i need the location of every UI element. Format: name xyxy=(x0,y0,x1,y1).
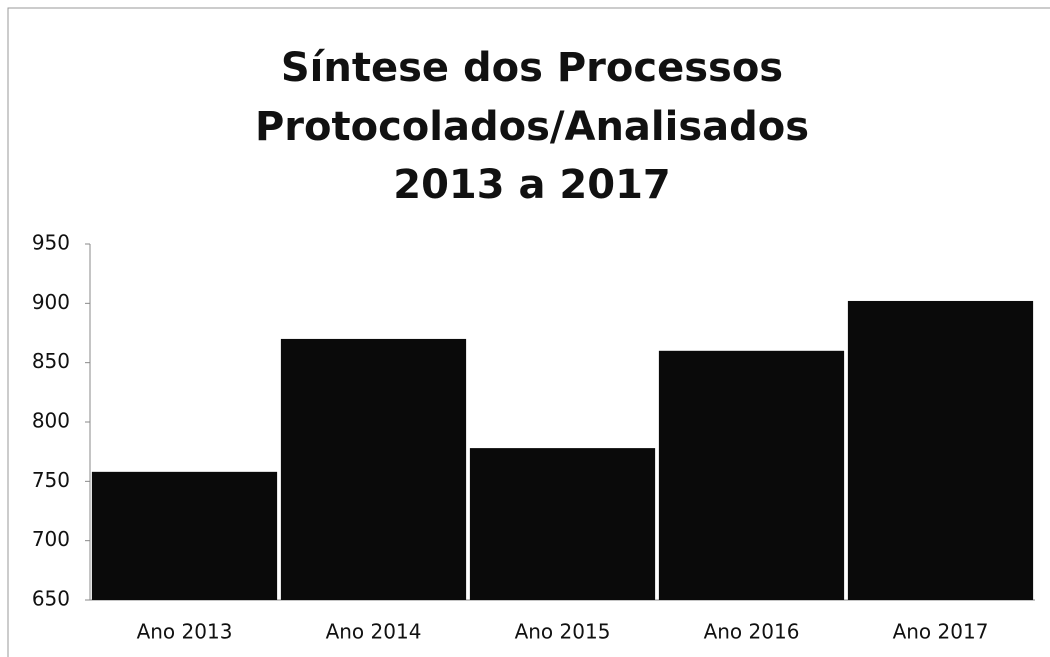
x-tick-label: Ano 2015 xyxy=(515,620,611,644)
x-tick-label: Ano 2016 xyxy=(704,620,800,644)
x-tick-label: Ano 2013 xyxy=(137,620,233,644)
bar xyxy=(658,350,845,600)
bar xyxy=(91,471,278,600)
y-tick-label: 700 xyxy=(32,527,70,551)
y-tick-label: 750 xyxy=(32,468,70,492)
chart-border xyxy=(7,7,1050,657)
y-tick-label: 900 xyxy=(32,290,70,314)
x-tick-label: Ano 2017 xyxy=(893,620,989,644)
chart-title: Síntese dos Processos xyxy=(281,45,783,91)
x-tick-label: Ano 2014 xyxy=(326,620,422,644)
y-tick-label: 850 xyxy=(32,349,70,373)
chart-title: Protocolados/Analisados xyxy=(255,104,809,150)
bar xyxy=(280,338,467,600)
bar xyxy=(847,300,1034,600)
y-tick-label: 950 xyxy=(32,231,70,255)
y-tick-label: 650 xyxy=(32,587,70,611)
y-tick-label: 800 xyxy=(32,409,70,433)
bar xyxy=(469,448,656,600)
chart-title: 2013 a 2017 xyxy=(393,162,671,208)
